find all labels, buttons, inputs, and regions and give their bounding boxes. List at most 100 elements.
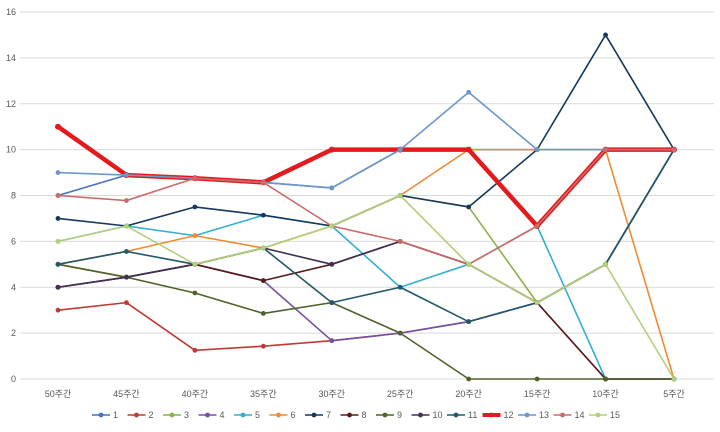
data-point (534, 147, 540, 153)
legend-item-12: 12 (482, 410, 514, 420)
legend-label: 4 (220, 410, 225, 420)
data-point (55, 284, 61, 290)
y-tick-label: 16 (6, 7, 16, 17)
x-tick-label: 25주간 (387, 389, 414, 399)
x-axis-ticks: 50주간 45주간 40주간 35주간 30주간 25주간 20주간 15주간 10주간 5주간 (45, 389, 685, 399)
data-point (397, 284, 403, 290)
series-7 (55, 32, 677, 229)
y-tick-label: 12 (6, 99, 16, 109)
legend-item-2: 2 (127, 410, 154, 420)
legend-marker (169, 412, 175, 418)
legend-label: 14 (575, 410, 585, 420)
series-8 (55, 238, 677, 382)
legend-item-9: 9 (376, 410, 402, 420)
series-line (57, 263, 674, 380)
series-line (57, 149, 675, 304)
data-point (124, 198, 129, 203)
legend-label: 3 (184, 410, 189, 420)
legend-item-14: 14 (553, 410, 585, 420)
data-point (55, 307, 61, 313)
series-line (57, 91, 674, 189)
x-tick-label: 30주간 (318, 389, 345, 399)
series-line (57, 148, 675, 380)
data-point (466, 319, 472, 325)
series-15 (55, 193, 677, 382)
legend-marker (418, 412, 423, 418)
series-line (57, 194, 675, 380)
data-point (124, 300, 129, 306)
data-point (329, 338, 335, 344)
legend-label: 13 (539, 410, 549, 420)
y-tick-label: 6 (11, 236, 16, 246)
data-point (260, 212, 266, 218)
series-14 (55, 147, 677, 267)
legend-label: 7 (326, 410, 331, 420)
legend-marker (240, 412, 246, 418)
data-point (260, 310, 266, 316)
data-point (397, 238, 403, 244)
data-point (603, 261, 608, 267)
data-point (328, 146, 335, 153)
data-point (124, 223, 129, 229)
data-point (603, 32, 608, 38)
legend-label: 2 (149, 410, 154, 420)
series-line (57, 214, 674, 380)
data-point (124, 249, 129, 254)
legend-marker (276, 412, 281, 418)
data-point (534, 300, 540, 306)
legend-label: 1 (113, 410, 118, 420)
series-6 (55, 147, 677, 382)
legend-label: 12 (504, 410, 514, 420)
series-line (57, 240, 674, 380)
gridlines (20, 11, 714, 380)
x-tick-label: 20주간 (455, 389, 482, 399)
series-line (57, 301, 674, 380)
data-point (465, 146, 472, 153)
legend-item-3: 3 (163, 410, 189, 420)
data-point (329, 185, 335, 191)
legend-item-11: 11 (447, 410, 477, 420)
data-point (466, 89, 472, 95)
data-point (397, 330, 403, 336)
legend-label: 15 (610, 410, 620, 420)
x-tick-label: 35주간 (250, 389, 277, 399)
y-tick-label: 8 (11, 191, 16, 201)
legend-marker (205, 412, 210, 418)
y-axis-ticks: 0 2 4 6 8 10 12 14 16 (6, 7, 16, 384)
data-point (329, 261, 335, 267)
data-point (466, 376, 472, 382)
data-point (55, 216, 61, 221)
legend-item-8: 8 (340, 410, 367, 420)
data-point (55, 123, 61, 130)
x-tick-label: 15주간 (524, 389, 551, 399)
data-point (260, 245, 266, 251)
legend-marker (311, 412, 317, 418)
legend-label: 8 (362, 410, 367, 420)
legend-marker (98, 412, 104, 418)
legend-marker (347, 412, 352, 418)
legend-marker (489, 412, 494, 418)
x-tick-label: 50주간 (45, 389, 72, 399)
data-point (192, 233, 198, 239)
y-tick-label: 14 (6, 53, 16, 63)
y-tick-label: 2 (11, 328, 16, 338)
data-point (55, 261, 61, 267)
data-point (329, 223, 335, 229)
legend-marker (453, 412, 459, 418)
legend-item-4: 4 (198, 410, 225, 420)
legend-marker (560, 412, 565, 418)
data-point (260, 278, 266, 283)
legend-item-13: 13 (518, 410, 549, 420)
data-point (329, 300, 335, 306)
data-point (671, 376, 677, 382)
legend-item-7: 7 (305, 410, 331, 420)
data-point (55, 238, 61, 244)
legend-label: 9 (397, 410, 402, 420)
data-point (671, 147, 677, 153)
data-point (534, 223, 540, 229)
series-line (57, 34, 675, 227)
legend-item-15: 15 (589, 410, 620, 420)
series-9 (55, 261, 677, 382)
series-line (57, 148, 674, 197)
